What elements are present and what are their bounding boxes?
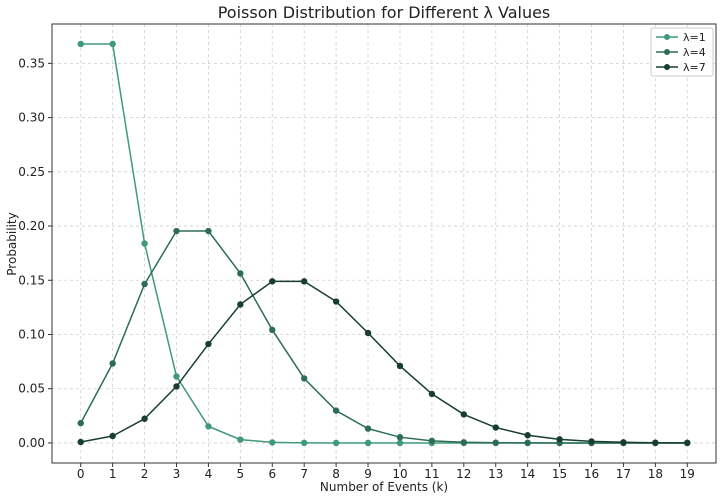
- data-point: [300, 278, 308, 285]
- data-point: [332, 298, 340, 305]
- data-point: [205, 227, 212, 235]
- data-point: [396, 362, 404, 370]
- data-point: [460, 411, 468, 418]
- data-point: [524, 432, 531, 439]
- data-point: [428, 437, 436, 445]
- data-point: [556, 436, 563, 443]
- series-2: [77, 227, 691, 447]
- data-point: [237, 270, 244, 277]
- data-point: [364, 425, 372, 432]
- x-tick-label: 19: [680, 467, 695, 481]
- data-point: [396, 439, 404, 447]
- y-tick-label: 0.35: [18, 56, 45, 70]
- grid: [52, 24, 716, 463]
- series-line: [80, 230, 688, 444]
- x-tick-label: 17: [616, 467, 631, 481]
- data-point: [141, 280, 148, 288]
- data-point: [332, 407, 340, 414]
- x-tick-label: 8: [332, 467, 340, 481]
- data-point: [109, 360, 116, 367]
- y-tick-label: 0.25: [18, 165, 45, 179]
- data-point: [237, 436, 244, 443]
- data-point: [460, 439, 468, 446]
- x-tick-label: 18: [648, 467, 663, 481]
- data-point: [396, 433, 404, 441]
- data-point: [524, 439, 531, 447]
- series-3: [77, 278, 691, 447]
- data-point: [300, 439, 308, 447]
- data-point: [109, 432, 116, 440]
- data-point: [332, 439, 340, 447]
- data-point: [173, 227, 180, 235]
- data-point: [652, 439, 659, 446]
- data-point: [141, 415, 148, 422]
- x-tick-label: 10: [392, 467, 407, 481]
- data-point: [269, 278, 276, 285]
- legend-box: [650, 27, 714, 77]
- legend-marker: [664, 49, 670, 55]
- data-point: [492, 424, 499, 431]
- legend-label: λ=7: [683, 61, 706, 74]
- y-tick-label: 0.15: [18, 273, 45, 287]
- data-point: [588, 438, 595, 445]
- data-point: [109, 40, 116, 48]
- data-point: [77, 419, 84, 427]
- data-point: [364, 439, 372, 447]
- y-tick-label: 0.20: [18, 219, 45, 233]
- x-tick-label: 2: [141, 467, 149, 481]
- data-point: [237, 301, 244, 308]
- data-point: [428, 390, 436, 398]
- x-tick-label: 13: [488, 467, 503, 481]
- x-tick-label: 0: [77, 467, 85, 481]
- x-tick-label: 3: [173, 467, 181, 481]
- x-tick-label: 4: [205, 467, 213, 481]
- data-point: [620, 439, 627, 446]
- legend-label: λ=4: [683, 46, 706, 59]
- data-point: [77, 438, 84, 446]
- x-tick-label: 9: [364, 467, 372, 481]
- x-tick-label: 11: [424, 467, 439, 481]
- x-axis-label: Number of Events (k): [320, 480, 448, 494]
- x-tick-label: 6: [268, 467, 276, 481]
- legend-marker: [664, 64, 670, 70]
- data-point: [173, 383, 180, 390]
- data-point: [77, 40, 84, 48]
- data-point: [269, 326, 276, 334]
- x-tick-label: 16: [584, 467, 599, 481]
- data-point: [141, 240, 148, 247]
- x-tick-label: 14: [520, 467, 535, 481]
- x-tick-label: 5: [237, 467, 245, 481]
- y-tick-label: 0.10: [18, 327, 45, 341]
- ticks: 0 1 2 3 4 5 6 7 8 9 10 11 12 13 14 15 16 17 18 190.000.050.…: [18, 56, 695, 481]
- data-point: [205, 423, 212, 430]
- legend-marker: [664, 34, 670, 40]
- series-layer: [77, 40, 691, 447]
- data-point: [300, 375, 308, 382]
- y-tick-label: 0.30: [18, 111, 45, 125]
- data-point: [364, 329, 372, 337]
- data-point: [269, 439, 276, 446]
- legend: λ=1 λ=4 λ=7: [650, 27, 714, 77]
- x-tick-label: 1: [109, 467, 117, 481]
- x-tick-label: 7: [300, 467, 308, 481]
- data-point: [492, 439, 499, 446]
- y-tick-label: 0.00: [18, 436, 45, 450]
- x-tick-label: 12: [456, 467, 471, 481]
- series-line: [80, 280, 688, 444]
- chart-title: Poisson Distribution for Different λ Val…: [218, 3, 551, 22]
- y-tick-label: 0.05: [18, 382, 45, 396]
- x-tick-label: 15: [552, 467, 567, 481]
- data-point: [173, 373, 180, 380]
- legend-label: λ=1: [683, 31, 706, 44]
- data-point: [205, 340, 212, 348]
- data-point: [684, 439, 691, 447]
- y-axis-label: Probability: [5, 212, 19, 275]
- plot-frame: [51, 23, 717, 464]
- series-line: [80, 43, 688, 444]
